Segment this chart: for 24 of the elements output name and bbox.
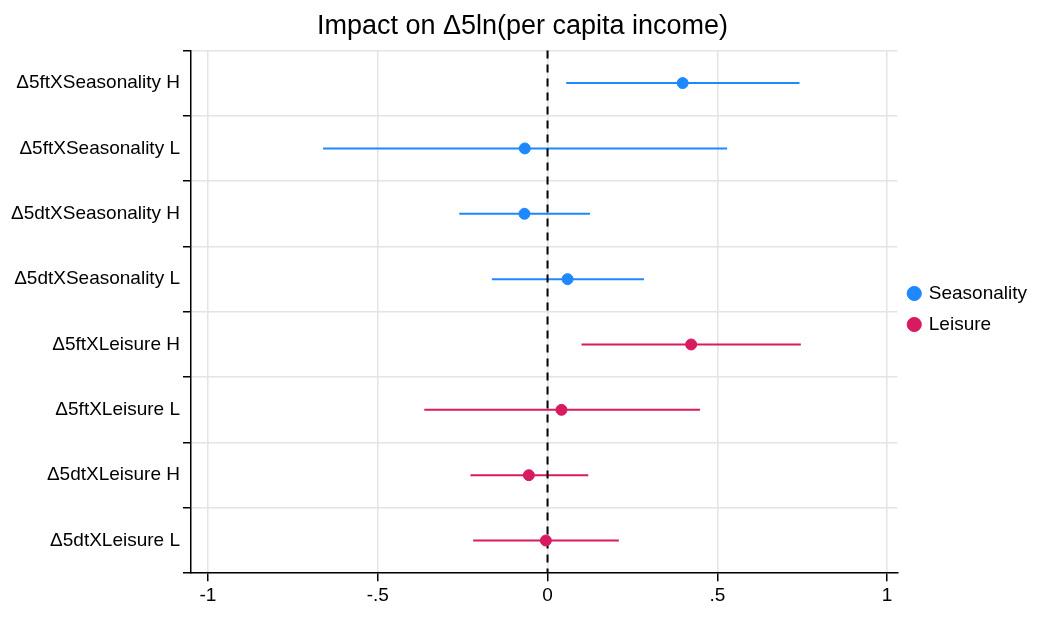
point bbox=[518, 207, 531, 220]
legend-label: Seasonality bbox=[928, 281, 1028, 303]
y-tick-label: Δ5dtXLeisure L bbox=[50, 528, 181, 550]
point bbox=[522, 469, 535, 482]
x-tick-label: 1 bbox=[881, 583, 893, 605]
y-tick-label: Δ5dtXSeasonality L bbox=[14, 267, 181, 289]
x-tick-label: 0 bbox=[542, 583, 553, 605]
point bbox=[685, 338, 698, 351]
point bbox=[555, 403, 568, 416]
y-tick-label: Δ5dtXSeasonality H bbox=[10, 202, 181, 224]
point bbox=[539, 534, 552, 547]
y-tick-label: Δ5ftXLeisure L bbox=[55, 398, 181, 420]
y-tick-label: Δ5dtXLeisure H bbox=[46, 463, 181, 485]
point bbox=[518, 142, 531, 155]
y-tick-label: Δ5ftXSeasonality L bbox=[19, 136, 181, 158]
point bbox=[676, 77, 689, 90]
y-tick-label: Δ5ftXLeisure H bbox=[52, 332, 181, 354]
x-tick-label: .5 bbox=[709, 583, 726, 605]
y-tick-label: Δ5ftXSeasonality H bbox=[16, 71, 181, 93]
x-tick-label: -.5 bbox=[366, 583, 389, 605]
legend-label: Leisure bbox=[928, 312, 992, 334]
point bbox=[561, 273, 574, 286]
chart-title: Impact on Δ5ln(per capita income) bbox=[316, 9, 729, 40]
x-tick-label: -1 bbox=[199, 583, 217, 605]
